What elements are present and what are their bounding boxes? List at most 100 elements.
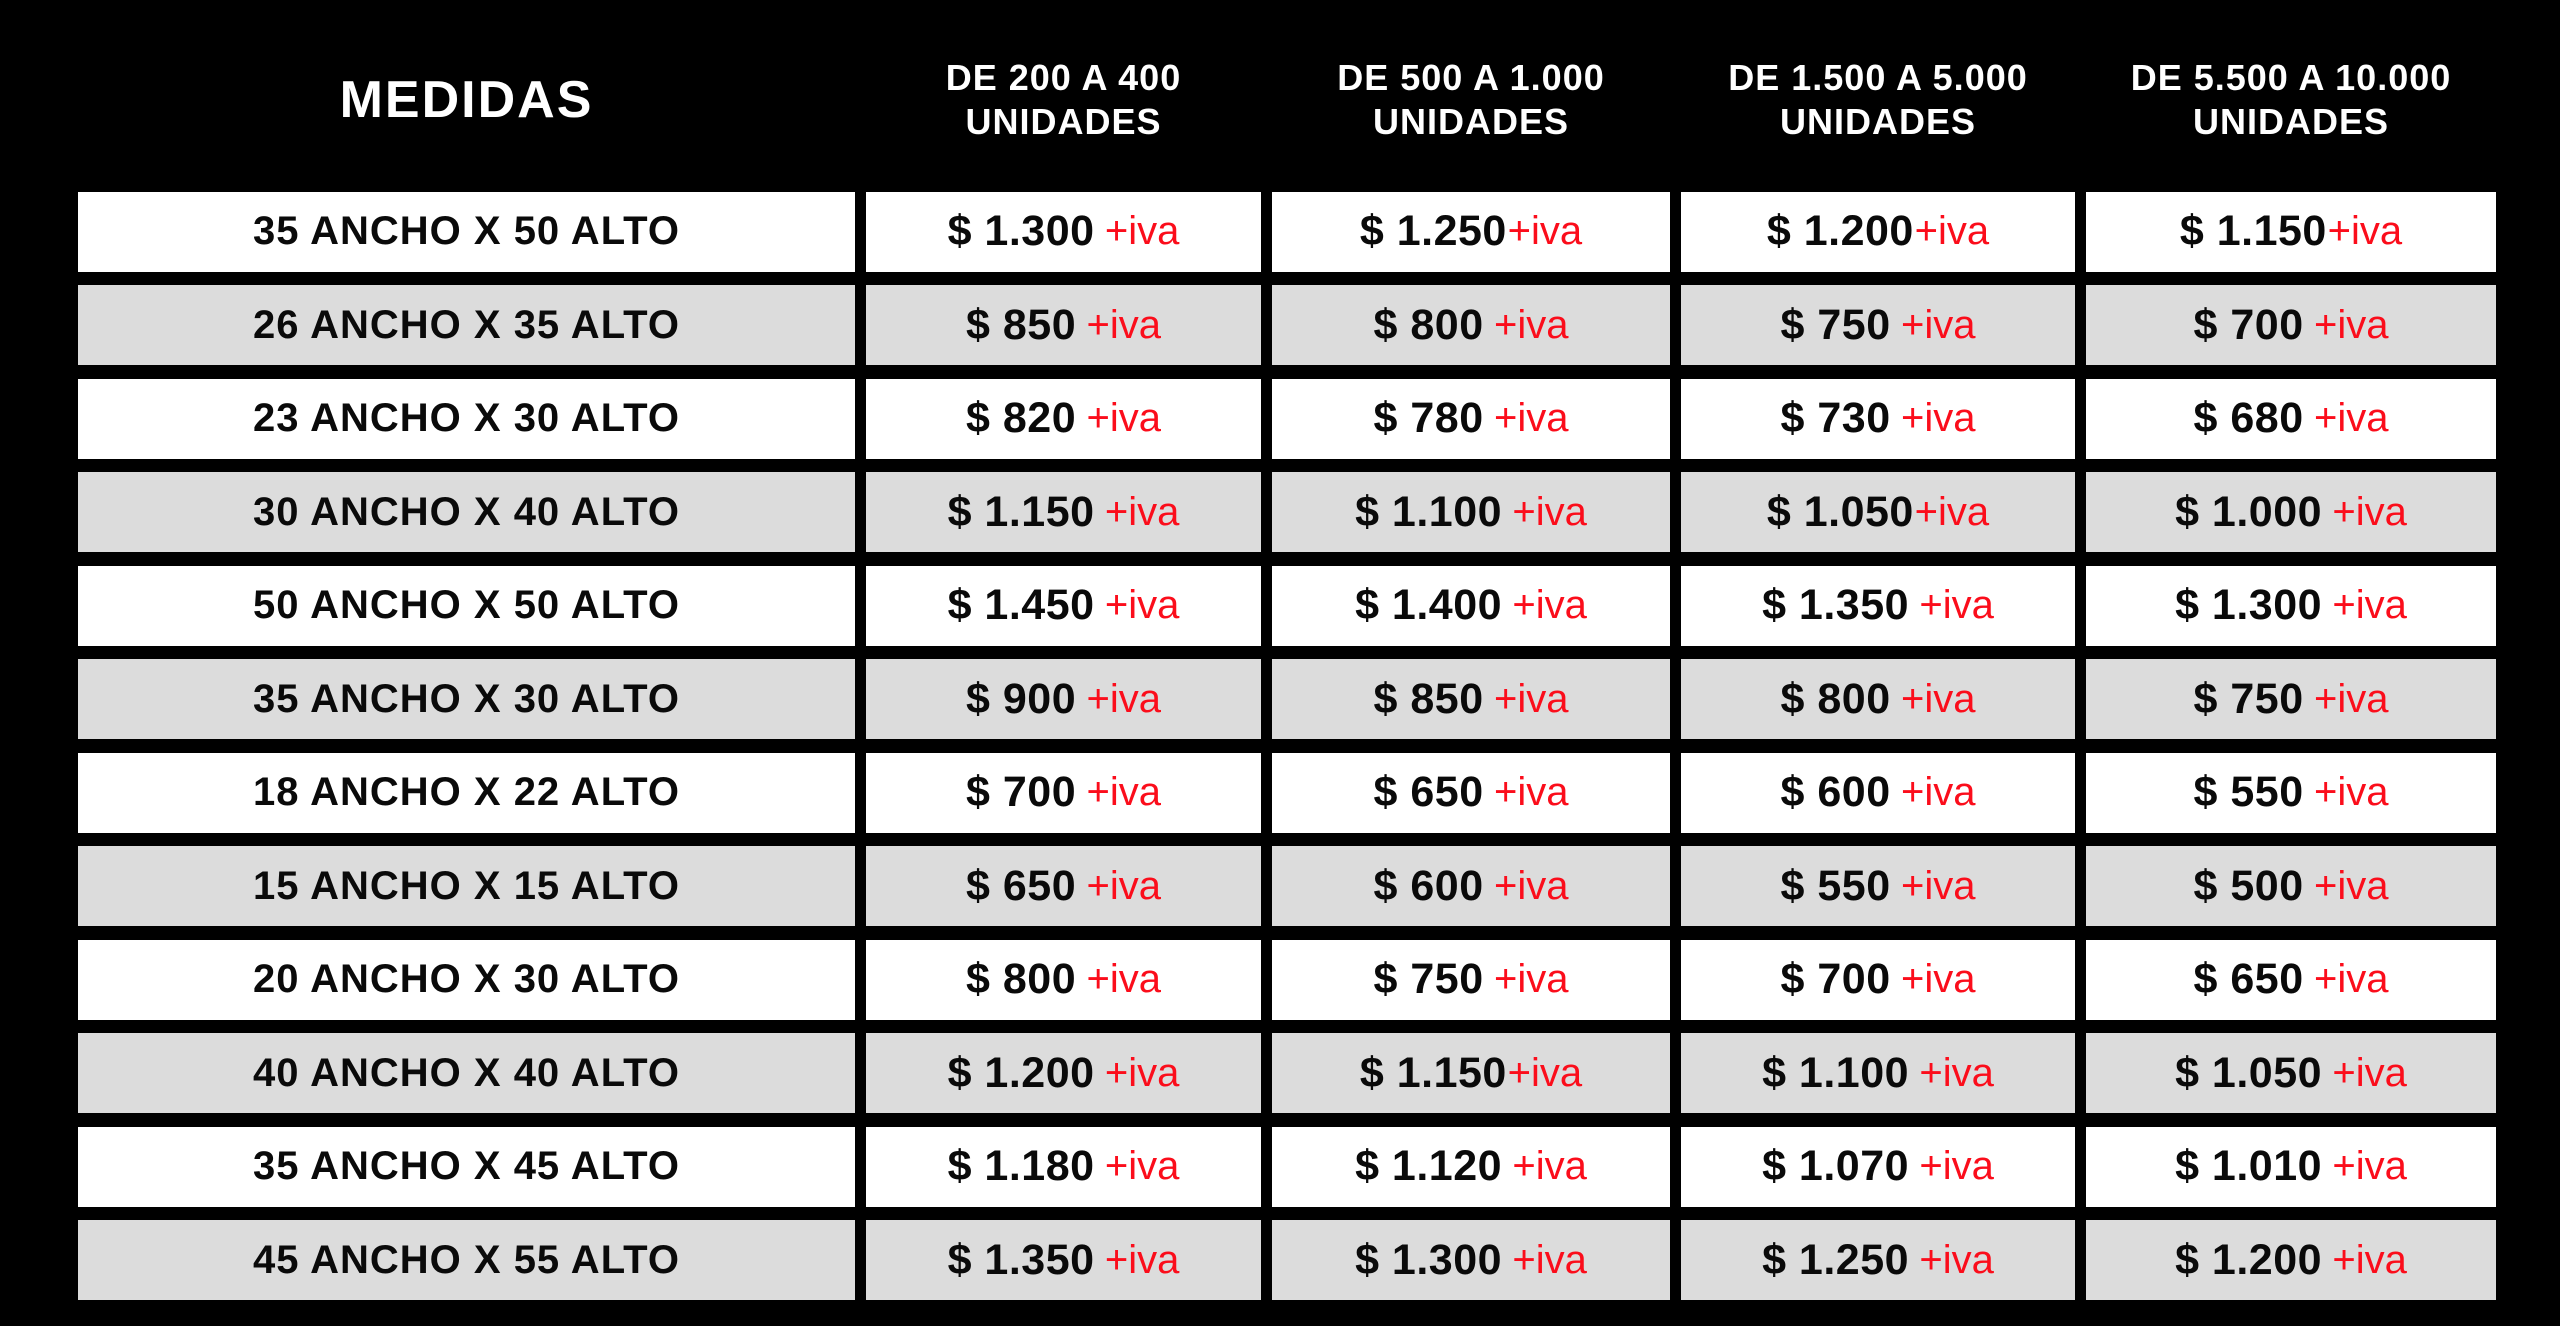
- qty-range-label: DE 5.500 A 10.000: [2130, 57, 2452, 99]
- price-amount: $ 1.150: [2179, 207, 2327, 255]
- price-cell: $ 1.180 +iva: [866, 1126, 1261, 1207]
- price-amount: $ 1.150: [1359, 1048, 1507, 1097]
- vat-label: +iva: [1104, 209, 1180, 253]
- price-amount: $ 850: [966, 300, 1077, 349]
- vat-label: +iva: [2314, 302, 2389, 347]
- price-amount: $ 1.300: [1355, 1235, 1503, 1284]
- vat-label: +iva: [1901, 676, 1976, 721]
- measure-cell: 20 ANCHO X 30 ALTO: [78, 939, 855, 1020]
- price-cell: $ 1.350 +iva: [1681, 565, 2075, 646]
- measure-cell: 35 ANCHO X 50 ALTO: [78, 191, 855, 272]
- price-cell: $ 780 +iva: [1272, 378, 1670, 459]
- vat-label: +iva: [1512, 489, 1587, 534]
- price-cell: $ 1.150 +iva: [866, 472, 1261, 552]
- price-amount: $ 850: [1373, 674, 1484, 723]
- vat-label: +iva: [2314, 770, 2389, 814]
- price-amount: $ 750: [1780, 300, 1891, 349]
- vat-label: +iva: [2314, 676, 2389, 721]
- vat-label: +iva: [1494, 770, 1569, 814]
- price-cell: $ 650 +iva: [1272, 752, 1670, 833]
- price-cell: $ 800 +iva: [1681, 659, 2075, 739]
- price-amount: $ 900: [966, 674, 1077, 723]
- price-cell: $ 800 +iva: [866, 939, 1261, 1020]
- price-cell: $ 750 +iva: [2086, 659, 2496, 739]
- measure-cell: 35 ANCHO X 30 ALTO: [78, 659, 855, 739]
- price-amount: $ 1.350: [947, 1235, 1095, 1284]
- price-cell: $ 730 +iva: [1681, 378, 2075, 459]
- price-amount: $ 800: [966, 955, 1077, 1003]
- price-amount: $ 800: [1780, 674, 1891, 723]
- vat-label: +iva: [2332, 1144, 2407, 1188]
- vat-label: +iva: [1494, 676, 1569, 721]
- vat-label: +iva: [1512, 1237, 1587, 1282]
- price-cell: $ 750 +iva: [1681, 285, 2075, 365]
- price-amount: $ 780: [1373, 394, 1484, 442]
- price-cell: $ 850 +iva: [866, 285, 1261, 365]
- price-amount: $ 1.050: [1766, 487, 1914, 536]
- price-cell: $ 1.250 +iva: [1272, 191, 1670, 272]
- column-header-medidas: MEDIDAS: [339, 71, 594, 129]
- price-amount: $ 1.200: [1766, 207, 1914, 255]
- vat-label: +iva: [1104, 489, 1180, 534]
- vat-label: +iva: [1919, 583, 1994, 627]
- vat-label: +iva: [2314, 863, 2389, 908]
- qty-units-label: UNIDADES: [2192, 101, 2389, 142]
- price-cell: $ 700 +iva: [2086, 285, 2496, 365]
- vat-label: +iva: [1086, 676, 1162, 721]
- vat-label: +iva: [1914, 209, 1990, 253]
- price-amount: $ 1.250: [1359, 207, 1507, 255]
- qty-range-label: DE 500 A 1.000: [1337, 57, 1605, 99]
- price-cell: $ 1.120 +iva: [1272, 1126, 1670, 1207]
- qty-units-label: UNIDADES: [1779, 101, 1976, 142]
- price-amount: $ 1.050: [2175, 1048, 2323, 1097]
- price-cell: $ 1.150 +iva: [2086, 191, 2496, 272]
- price-cell: $ 1.450 +iva: [866, 565, 1261, 646]
- pricing-table: MEDIDAS DE 200 A 400 UNIDADES DE 500 A 1…: [78, 0, 2496, 1300]
- price-cell: $ 550 +iva: [1681, 846, 2075, 926]
- vat-label: +iva: [1901, 863, 1976, 908]
- vat-label: +iva: [2314, 396, 2389, 440]
- price-amount: $ 1.150: [947, 487, 1095, 536]
- price-cell: $ 1.200 +iva: [1681, 191, 2075, 272]
- price-amount: $ 700: [966, 768, 1077, 816]
- vat-label: +iva: [1494, 396, 1569, 440]
- price-amount: $ 650: [966, 861, 1077, 910]
- vat-label: +iva: [1494, 863, 1569, 908]
- vat-label: +iva: [1086, 957, 1162, 1001]
- qty-range-label: DE 200 A 400: [945, 57, 1182, 99]
- measure-cell: 40 ANCHO X 40 ALTO: [78, 1033, 855, 1113]
- price-amount: $ 1.070: [1762, 1142, 1910, 1190]
- price-cell: $ 850 +iva: [1272, 659, 1670, 739]
- price-cell: $ 1.200 +iva: [866, 1033, 1261, 1113]
- qty-units-label: UNIDADES: [965, 101, 1162, 142]
- price-amount: $ 1.250: [1762, 1235, 1910, 1284]
- price-cell: $ 700 +iva: [1681, 939, 2075, 1020]
- vat-label: +iva: [1104, 1237, 1180, 1282]
- price-amount: $ 730: [1780, 394, 1891, 442]
- vat-label: +iva: [1919, 1050, 1994, 1095]
- price-cell: $ 1.100 +iva: [1681, 1033, 2075, 1113]
- price-cell: $ 550 +iva: [2086, 752, 2496, 833]
- price-amount: $ 1.300: [2175, 581, 2323, 629]
- vat-label: +iva: [1901, 957, 1976, 1001]
- price-amount: $ 550: [2193, 768, 2304, 816]
- price-cell: $ 680 +iva: [2086, 378, 2496, 459]
- price-amount: $ 820: [966, 394, 1077, 442]
- price-cell: $ 700 +iva: [866, 752, 1261, 833]
- vat-label: +iva: [1494, 957, 1569, 1001]
- vat-label: +iva: [1104, 583, 1180, 627]
- price-cell: $ 1.010 +iva: [2086, 1126, 2496, 1207]
- vat-label: +iva: [1086, 396, 1162, 440]
- price-cell: $ 900 +iva: [866, 659, 1261, 739]
- price-cell: $ 1.000 +iva: [2086, 472, 2496, 552]
- price-amount: $ 550: [1780, 861, 1891, 910]
- price-amount: $ 650: [1373, 768, 1484, 816]
- qty-range-label: DE 1.500 A 5.000: [1728, 57, 2028, 99]
- vat-label: +iva: [2332, 583, 2407, 627]
- vat-label: +iva: [1507, 1050, 1583, 1095]
- vat-label: +iva: [1104, 1050, 1180, 1095]
- qty-units-label: UNIDADES: [1372, 101, 1569, 142]
- price-cell: $ 650 +iva: [2086, 939, 2496, 1020]
- vat-label: +iva: [1919, 1144, 1994, 1188]
